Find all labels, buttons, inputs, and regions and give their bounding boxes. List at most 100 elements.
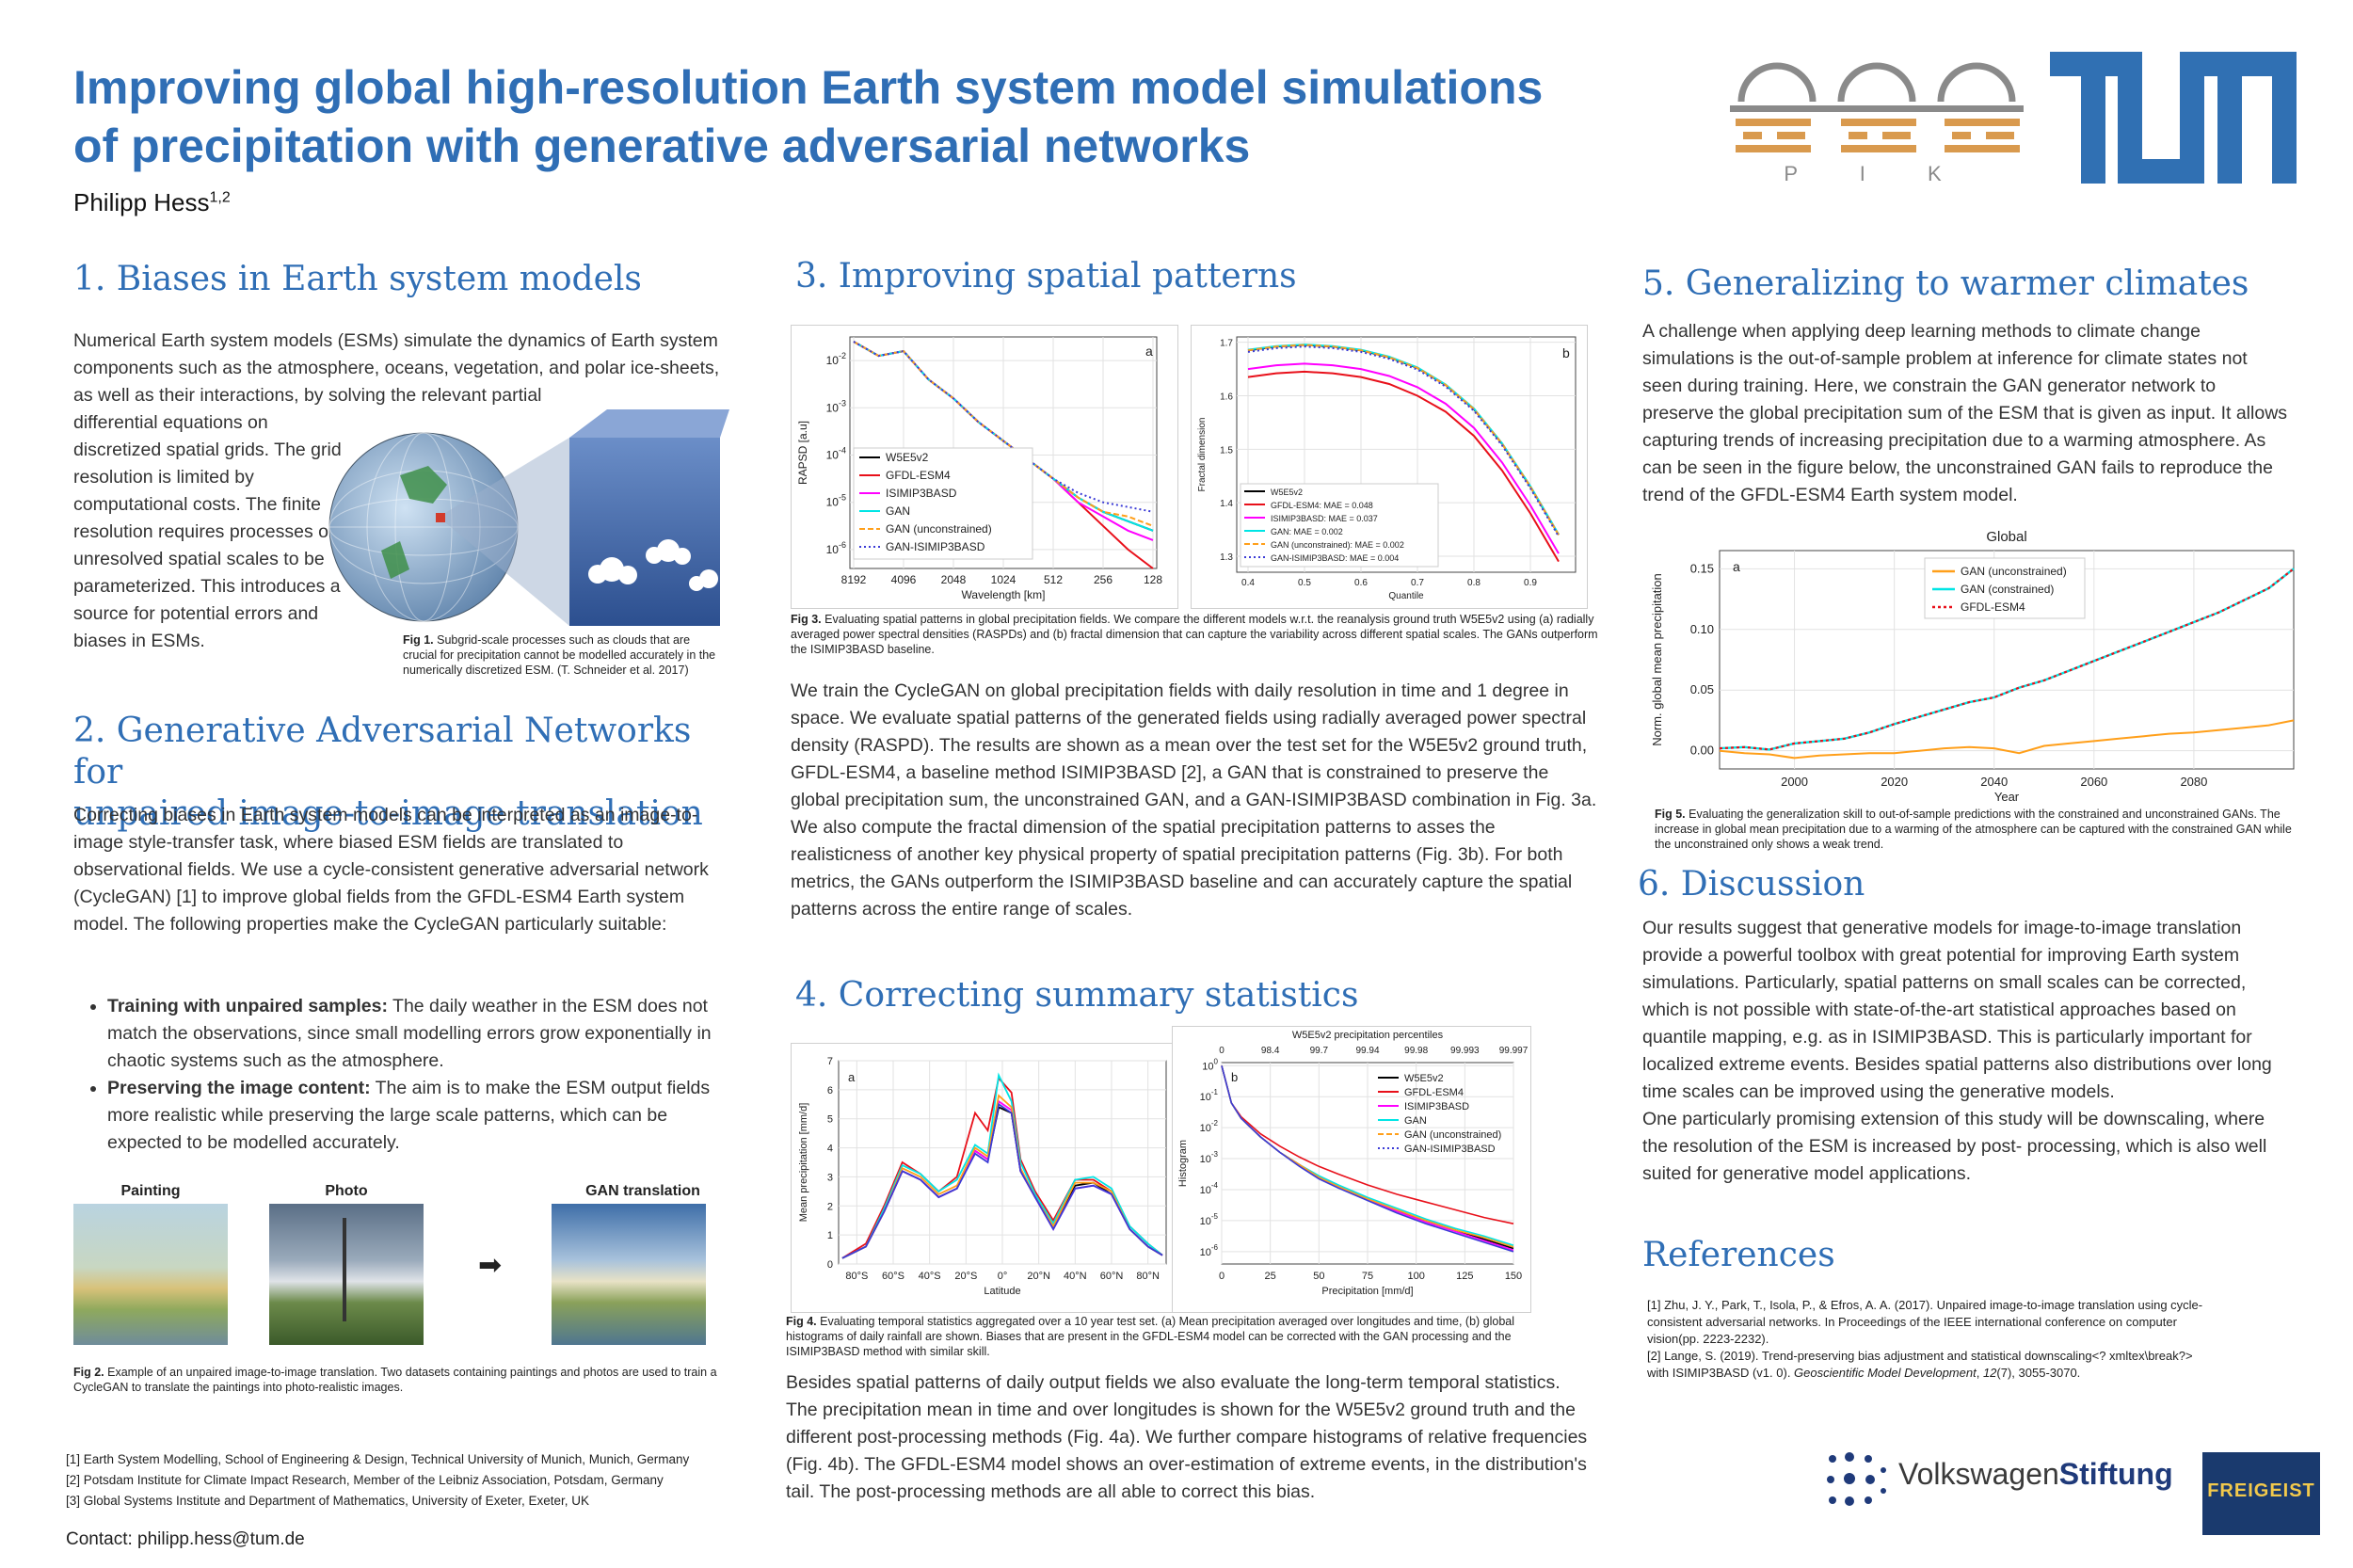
legend-label: ISIMIP3BASD: MAE = 0.037 <box>1271 514 1378 523</box>
freigeist-logo: FREIGEIST <box>2202 1452 2320 1535</box>
label-photo: Photo <box>325 1183 368 1199</box>
tum-logo-graphic <box>2050 52 2297 184</box>
fig4-label: Fig 4. <box>786 1315 817 1328</box>
title-line-2: of precipitation with generative adversa… <box>73 120 1251 172</box>
x-tick-label: 20°N <box>1027 1271 1050 1282</box>
y-tick-label: 6 <box>827 1085 833 1096</box>
fig4a-panel: 80°S 60°S 40°S 20°S 0° 20°N 40°N 60°N 80°N 0 1 2 3 4 5… <box>791 1043 1178 1313</box>
fig4b-panel: W5E5v2 precipitation percentiles 0 98.4 99.… <box>1172 1026 1531 1313</box>
section-3-text: We train the CycleGAN on global precipit… <box>791 678 1600 923</box>
reference-1: [1] Zhu, J. Y., Park, T., Isola, P., & E… <box>1647 1298 2203 1346</box>
bullet-list: Training with unpaired samples: The dail… <box>73 993 732 1157</box>
y-axis-label: Histogram <box>1177 1140 1189 1187</box>
y-tick-label: 2 <box>827 1201 833 1212</box>
affiliations: [1] Earth System Modelling, School of En… <box>66 1449 762 1512</box>
legend-label: GFDL-ESM4: MAE = 0.048 <box>1271 501 1373 510</box>
section-3-heading: 3. Improving spatial patterns <box>795 257 1297 296</box>
y-axis-label: Mean precipitation [mm/d] <box>798 1103 809 1223</box>
series-line <box>841 1102 1163 1259</box>
reference-2-authors: [2] Lange, S. (2019). Trend-preserving b… <box>1647 1349 2193 1380</box>
fig2-label: Fig 2. <box>73 1366 104 1379</box>
x-tick-label: 256 <box>1094 573 1112 586</box>
author-name: Philipp Hess <box>73 188 210 216</box>
x-tick-label: 2048 <box>941 573 967 586</box>
x-tick-label: 0.9 <box>1524 578 1537 588</box>
x-tick-label: 125 <box>1456 1271 1473 1282</box>
x-tick-label: 20°S <box>954 1271 977 1282</box>
legend-label: GAN (constrained) <box>1961 583 2054 596</box>
legend-label: W5E5v2 <box>886 451 929 464</box>
bullet-preserving-text: The aim is to make the ESM output fields… <box>107 1078 711 1153</box>
pik-label: P I K <box>1784 162 1969 185</box>
y-tick-label: 1.7 <box>1220 339 1233 349</box>
fig1-caption-text: Subgrid-scale processes such as clouds t… <box>403 633 716 677</box>
y-tick-label: 10-3 <box>826 398 846 414</box>
legend-label: ISIMIP3BASD <box>886 487 957 500</box>
legend-label: ISIMIP3BASD <box>1404 1101 1469 1112</box>
series-line <box>853 341 1154 513</box>
fig5-chart: Global 2000 2020 2040 2060 2080 0.00 0.05 0.10 0.… <box>1650 529 2295 804</box>
y-axis-label: Fractal dimension <box>1197 418 1208 492</box>
references-heading: References <box>1642 1236 1835 1274</box>
x-axis-label: Year <box>1994 790 2020 804</box>
y-tick-label: 5 <box>827 1114 833 1126</box>
fig3b-panel: 0.4 0.5 0.6 0.7 0.8 0.9 1.7 1.6 1.5 1.4 1.3 b Quanti… <box>1191 325 1588 609</box>
affiliation-2: [2] Potsdam Institute for Climate Impact… <box>66 1473 664 1487</box>
pylon-shape <box>343 1218 346 1321</box>
section-1-text: differential equations on discretized sp… <box>73 412 342 651</box>
legend-box <box>1240 483 1439 568</box>
x-tick-label: 40°S <box>919 1271 941 1282</box>
fig3-caption-text: Evaluating spatial patterns in global pr… <box>791 613 1598 656</box>
section-6-paragraph-2: One particularly promising extension of … <box>1642 1109 2267 1184</box>
y-tick-label: 10-5 <box>1200 1212 1219 1227</box>
y-tick-label: 100 <box>1202 1057 1218 1072</box>
x-tick-label: 512 <box>1044 573 1063 586</box>
affiliation-3: [3] Global Systems Institute and Departm… <box>66 1494 589 1508</box>
chart-title: Global <box>1986 529 2026 545</box>
legend-label: W5E5v2 <box>1271 488 1303 497</box>
y-tick-label: 10-6 <box>826 540 846 556</box>
section-6-heading: 6. Discussion <box>1638 865 1865 904</box>
top-tick-label: 99.997 <box>1499 1046 1529 1056</box>
bullet-unpaired: Training with unpaired samples: The dail… <box>107 993 732 1075</box>
top-tick-label: 99.94 <box>1355 1046 1379 1056</box>
photo-image <box>269 1204 424 1345</box>
legend-box <box>853 447 1033 560</box>
y-tick-label: 10-1 <box>1200 1088 1219 1103</box>
y-axis-label: Norm. global mean precipitation <box>1650 573 1664 746</box>
x-tick-label: 0.7 <box>1411 578 1424 588</box>
series-line <box>1247 344 1560 536</box>
fig3-caption: Fig 3. Evaluating spatial patterns in gl… <box>791 612 1600 657</box>
fig3b-chart: 0.4 0.5 0.6 0.7 0.8 0.9 1.7 1.6 1.5 1.4 1.3 b Quanti… <box>1197 336 1577 601</box>
x-tick-label: 2020 <box>1881 775 1908 789</box>
x-tick-label: 2040 <box>1980 775 2008 789</box>
x-tick-label: 2000 <box>1781 775 1808 789</box>
section-6-text: Our results suggest that generative mode… <box>1642 915 2292 1188</box>
y-axis-label: RAPSD [a.u] <box>796 421 809 485</box>
x-axis-label: Wavelength [km] <box>962 588 1046 601</box>
legend-label: GAN-ISIMIP3BASD: MAE = 0.004 <box>1271 553 1399 563</box>
x-tick-label: 150 <box>1505 1271 1522 1282</box>
freigeist-wordmark: FREIGEIST <box>2207 1480 2315 1501</box>
fig4b-chart: W5E5v2 precipitation percentiles 0 98.4 99.… <box>1177 1030 1529 1297</box>
x-tick-label: 75 <box>1362 1271 1373 1282</box>
x-tick-label: 0.8 <box>1467 578 1481 588</box>
author-affiliation: 1,2 <box>209 189 231 206</box>
legend-label: GFDL-ESM4 <box>886 469 951 482</box>
x-tick-label: 0° <box>998 1271 1008 1282</box>
y-tick-label: 10-4 <box>1200 1181 1219 1196</box>
x-tick-label: 4096 <box>891 573 917 586</box>
fig5-caption: Fig 5. Evaluating the generalization ski… <box>1655 807 2304 852</box>
section-2-heading-line-1: 2. Generative Adversarial Networks for <box>73 712 692 792</box>
x-tick-label: 8192 <box>841 573 867 586</box>
y-tick-label: 7 <box>827 1056 833 1067</box>
x-tick-label: 0.4 <box>1241 578 1255 588</box>
legend-label: GAN <box>1404 1115 1427 1127</box>
y-tick-label: 10-3 <box>1200 1150 1219 1165</box>
vw-wordmark: VolkswagenStiftung <box>1898 1457 2173 1492</box>
section-6-paragraph-1: Our results suggest that generative mode… <box>1642 918 2272 1102</box>
author: Philipp Hess1,2 <box>73 188 231 217</box>
legend-label: GAN (unconstrained): MAE = 0.002 <box>1271 540 1404 550</box>
reference-2: [2] Lange, S. (2019). Trend-preserving b… <box>1647 1348 2212 1382</box>
label-gan-translation: GAN translation <box>585 1183 700 1199</box>
